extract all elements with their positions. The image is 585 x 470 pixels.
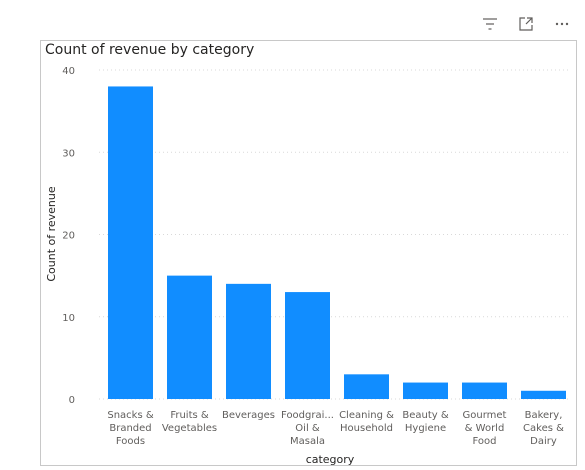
x-tick-label: Cleaning & Household bbox=[339, 410, 394, 434]
x-tick-label-line: Beverages bbox=[222, 410, 275, 421]
more-options-icon bbox=[555, 22, 569, 26]
x-tick-label-line: Bakery, bbox=[525, 410, 563, 421]
x-tick-label-line: Food bbox=[473, 436, 497, 447]
bar-1[interactable] bbox=[167, 275, 212, 399]
x-tick-label-line: Cleaning & bbox=[339, 410, 394, 421]
x-tick-label-line: Foodgrai... bbox=[281, 410, 334, 421]
bar-2[interactable] bbox=[226, 283, 271, 399]
x-tick-label-line: Hygiene bbox=[405, 423, 446, 434]
y-tick-label: 30 bbox=[62, 148, 75, 159]
bar-4[interactable] bbox=[344, 374, 389, 399]
x-tick-label-line: Fruits & bbox=[170, 410, 209, 421]
y-tick-label: 40 bbox=[62, 66, 75, 77]
x-tick-label: Bakery, Cakes & Dairy bbox=[523, 410, 564, 447]
x-tick-label-line: Foods bbox=[116, 436, 145, 447]
x-tick-label: Snacks & Branded Foods bbox=[107, 410, 153, 447]
bar-5[interactable] bbox=[403, 382, 448, 399]
x-tick-label: Beverages bbox=[222, 410, 275, 421]
x-tick-label: Foodgrai... Oil & Masala bbox=[281, 410, 334, 447]
chart-canvas: 0 10 20 30 40 Snacks & Branded Foods Fruits & Veg… bbox=[45, 66, 571, 466]
filter-button[interactable] bbox=[479, 13, 501, 35]
x-tick-label: Fruits & Vegetables bbox=[162, 410, 217, 434]
x-tick-label-line: Cakes & bbox=[523, 423, 564, 434]
x-tick-label-line: & World bbox=[465, 423, 505, 434]
x-tick-label-line: Dairy bbox=[530, 436, 557, 447]
focus-mode-icon bbox=[519, 17, 533, 31]
y-tick-label: 10 bbox=[62, 313, 75, 324]
y-axis-title: Count of revenue bbox=[45, 186, 58, 282]
x-tick-label: Beauty & Hygiene bbox=[402, 410, 448, 434]
y-tick-label: 0 bbox=[69, 395, 75, 406]
x-tick-label-line: Beauty & bbox=[402, 410, 448, 421]
bar-0[interactable] bbox=[108, 86, 153, 399]
x-tick-label-line: Vegetables bbox=[162, 423, 217, 434]
bar-7[interactable] bbox=[521, 390, 566, 399]
y-tick-label: 20 bbox=[62, 231, 75, 242]
x-axis-title: category bbox=[306, 453, 355, 466]
x-tick-label-line: Gourmet bbox=[463, 410, 507, 421]
bar-6[interactable] bbox=[462, 382, 507, 399]
bar-chart-visual[interactable]: Count of revenue by category 0 10 20 30 40 Sn… bbox=[40, 40, 577, 466]
x-tick-label-line: Masala bbox=[290, 436, 325, 447]
x-tick-label-line: Oil & bbox=[295, 423, 320, 434]
bar-3[interactable] bbox=[285, 292, 330, 399]
visual-header-toolbar bbox=[479, 12, 573, 36]
x-tick-label: Gourmet & World Food bbox=[463, 410, 507, 447]
more-options-button[interactable] bbox=[551, 13, 573, 35]
x-tick-label-line: Branded bbox=[109, 423, 151, 434]
x-tick-label-line: Snacks & bbox=[107, 410, 153, 421]
x-tick-label-line: Household bbox=[340, 423, 393, 434]
filter-icon bbox=[483, 18, 497, 30]
chart-title: Count of revenue by category bbox=[45, 42, 255, 58]
focus-mode-button[interactable] bbox=[515, 13, 537, 35]
